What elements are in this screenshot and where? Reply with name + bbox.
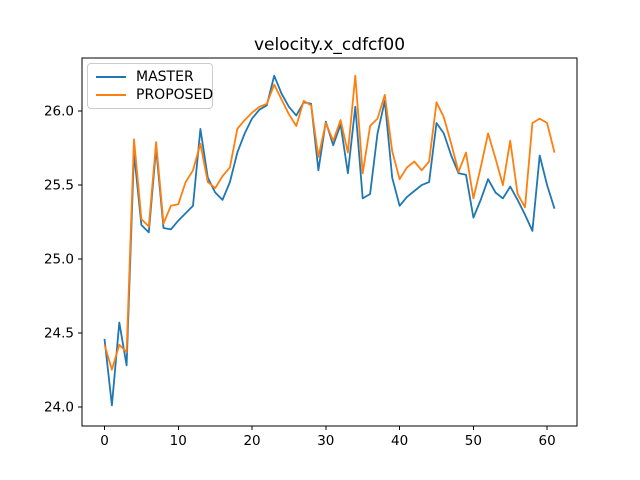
legend-label-master: MASTER (136, 68, 194, 85)
series-line-proposed (103, 74, 556, 371)
x-tick-label: 10 (170, 433, 187, 449)
chart-title: velocity.x_cdfcf00 (253, 35, 406, 55)
x-tick-label: 50 (465, 433, 482, 449)
legend-label-proposed: PROPOSED (136, 86, 214, 103)
x-tick-label: 30 (317, 433, 334, 449)
legend-item-proposed: PROPOSED (96, 87, 213, 104)
proposed-line-swatch (96, 93, 126, 96)
legend: MASTER PROPOSED (87, 63, 213, 109)
x-tick-label: 60 (539, 433, 556, 449)
series-line-master (103, 74, 556, 407)
y-tick-label: 25.0 (44, 251, 74, 267)
x-tick-label: 20 (243, 433, 260, 449)
master-line-swatch (96, 75, 126, 78)
y-tick-label: 24.0 (44, 399, 74, 415)
x-tick-label: 40 (391, 433, 408, 449)
y-tick-label: 24.5 (44, 325, 74, 341)
axes-spines (81, 57, 578, 427)
x-tick-label: 0 (100, 433, 109, 449)
legend-item-master: MASTER (96, 69, 204, 86)
y-tick-label: 26.0 (44, 104, 74, 120)
y-tick-label: 25.5 (44, 178, 74, 194)
